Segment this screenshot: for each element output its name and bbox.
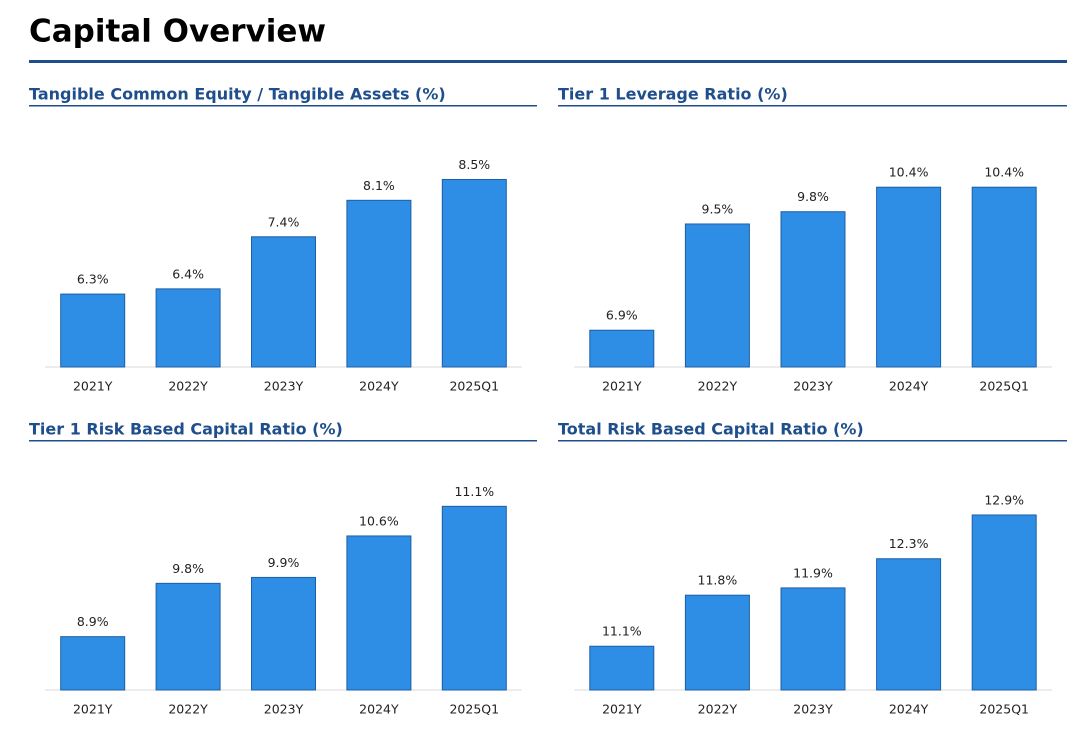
bar bbox=[346, 535, 412, 691]
x-tick-label: 2021Y bbox=[602, 702, 642, 717]
x-tick-label: 2025Q1 bbox=[449, 379, 499, 394]
value-label: 9.8% bbox=[172, 561, 204, 576]
x-tick-label: 2022Y bbox=[168, 379, 208, 394]
x-tick-label: 2023Y bbox=[264, 379, 304, 394]
x-tick-label: 2024Y bbox=[359, 702, 399, 717]
x-tick-label: 2025Q1 bbox=[449, 702, 499, 717]
value-label: 11.1% bbox=[602, 624, 642, 639]
x-tick-label: 2023Y bbox=[793, 702, 833, 717]
x-tick-label: 2024Y bbox=[359, 379, 399, 394]
bar bbox=[684, 594, 750, 691]
value-label: 6.4% bbox=[172, 266, 204, 281]
value-label: 11.8% bbox=[698, 573, 738, 588]
x-tick-label: 2025Q1 bbox=[979, 702, 1029, 717]
value-label: 9.5% bbox=[702, 201, 734, 216]
bar bbox=[876, 558, 942, 691]
value-label: 6.3% bbox=[77, 272, 109, 287]
value-label: 7.4% bbox=[268, 214, 300, 229]
bar bbox=[155, 288, 221, 368]
chart-title: Tangible Common Equity / Tangible Assets… bbox=[29, 85, 446, 104]
x-tick-label: 2024Y bbox=[889, 379, 929, 394]
bar bbox=[780, 211, 846, 368]
x-tick-label: 2022Y bbox=[698, 379, 738, 394]
bar bbox=[346, 199, 412, 368]
x-tick-label: 2025Q1 bbox=[979, 379, 1029, 394]
value-label: 10.6% bbox=[359, 513, 399, 528]
bar bbox=[876, 186, 942, 368]
chart-title: Tier 1 Leverage Ratio (%) bbox=[558, 85, 788, 104]
value-label: 9.8% bbox=[797, 189, 829, 204]
value-label: 10.4% bbox=[984, 165, 1024, 180]
bar bbox=[441, 178, 507, 368]
value-label: 6.9% bbox=[606, 308, 638, 323]
bar bbox=[971, 514, 1037, 691]
chart-title: Tier 1 Risk Based Capital Ratio (%) bbox=[29, 420, 343, 439]
bar bbox=[60, 293, 126, 368]
bar bbox=[684, 223, 750, 368]
value-label: 12.9% bbox=[984, 492, 1024, 507]
bar bbox=[251, 576, 316, 691]
x-tick-label: 2024Y bbox=[889, 702, 929, 717]
value-label: 12.3% bbox=[889, 536, 929, 551]
x-tick-label: 2021Y bbox=[73, 379, 113, 394]
x-tick-label: 2023Y bbox=[264, 702, 304, 717]
x-tick-label: 2021Y bbox=[602, 379, 642, 394]
chart-title-rule bbox=[558, 105, 1067, 107]
bar bbox=[780, 587, 846, 691]
bar bbox=[251, 236, 316, 368]
value-label: 8.1% bbox=[363, 178, 395, 193]
bar bbox=[155, 582, 221, 691]
bar bbox=[60, 636, 126, 691]
chart-title: Total Risk Based Capital Ratio (%) bbox=[558, 420, 864, 439]
value-label: 11.9% bbox=[793, 565, 833, 580]
bar bbox=[441, 505, 507, 691]
bar bbox=[589, 645, 655, 691]
title-rule bbox=[29, 60, 1067, 63]
bar bbox=[971, 186, 1037, 368]
bar bbox=[589, 329, 655, 368]
x-tick-label: 2021Y bbox=[73, 702, 113, 717]
chart-title-rule bbox=[29, 105, 537, 107]
value-label: 8.9% bbox=[77, 614, 109, 629]
value-label: 10.4% bbox=[889, 165, 929, 180]
x-tick-label: 2022Y bbox=[168, 702, 208, 717]
x-tick-label: 2022Y bbox=[698, 702, 738, 717]
value-label: 11.1% bbox=[454, 484, 494, 499]
value-label: 9.9% bbox=[268, 555, 300, 570]
x-tick-label: 2023Y bbox=[793, 379, 833, 394]
chart-title-rule bbox=[29, 440, 537, 442]
page-title: Capital Overview bbox=[29, 14, 326, 50]
chart-title-rule bbox=[558, 440, 1067, 442]
value-label: 8.5% bbox=[458, 157, 490, 172]
